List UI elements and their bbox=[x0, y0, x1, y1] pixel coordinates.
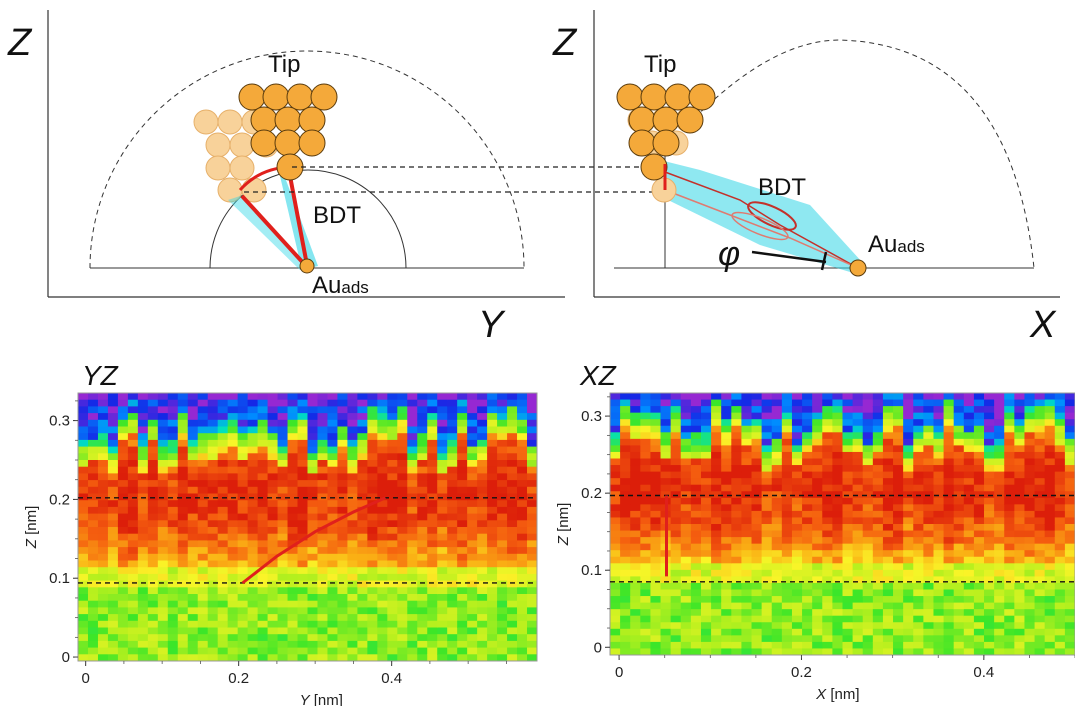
x-axis-label-yz: Y [nm] bbox=[300, 692, 343, 706]
heatmap-yz: 0 0.2 0.4 0 0.1 0.2 0.3 Y [nm] Z [nm] YZ bbox=[23, 360, 538, 706]
y-axis-label-yz: Z [nm] bbox=[23, 506, 40, 550]
red-trajectory-yz bbox=[241, 496, 387, 585]
right-glow bbox=[660, 160, 862, 272]
right-x-axis-label: X bbox=[1029, 304, 1057, 346]
y-tick-label-yz-2: 0.2 bbox=[49, 491, 70, 508]
y-axis-label-xz: Z [nm] bbox=[555, 503, 572, 547]
right-angle-line bbox=[751, 250, 827, 264]
right-tip-label: Tip bbox=[644, 51, 676, 78]
heatmap-cells-yz bbox=[78, 393, 537, 661]
left-small-arc bbox=[209, 169, 407, 269]
right-angle-label: φ bbox=[718, 235, 740, 273]
left-large-dashed-arc bbox=[89, 50, 525, 269]
left-y-axis-label: Y bbox=[478, 304, 506, 346]
left-tip-label: Tip bbox=[268, 51, 300, 78]
left-au-label: Auads bbox=[312, 272, 369, 299]
x-tick-label-xz-0: 0 bbox=[615, 664, 623, 681]
y-tick-label-xz-3: 0.3 bbox=[581, 408, 602, 425]
x-axis-label-xz: X [nm] bbox=[815, 686, 859, 703]
x-tick-label-yz-2: 0.4 bbox=[381, 670, 402, 687]
right-z-axis-label: Z bbox=[552, 22, 578, 64]
right-au-label: Auads bbox=[868, 231, 925, 258]
left-glow-faded bbox=[228, 196, 310, 270]
right-angle-tick bbox=[820, 251, 828, 271]
left-au-atom bbox=[299, 258, 315, 274]
right-dashed-arc bbox=[664, 39, 1035, 269]
right-ring-1 bbox=[747, 201, 797, 231]
right-ring-2 bbox=[731, 211, 789, 241]
heatmap-frame-yz bbox=[77, 392, 538, 662]
left-tip-atoms bbox=[238, 83, 338, 181]
x-tick-label-xz-2: 0.4 bbox=[973, 664, 994, 681]
panel-title-yz: YZ bbox=[82, 360, 119, 391]
y-tick-label-xz-1: 0.1 bbox=[581, 562, 602, 579]
y-tick-label-yz-3: 0.3 bbox=[49, 413, 70, 430]
diagram-right: Z X Tip BDT Auads φ bbox=[552, 10, 1060, 346]
left-bond bbox=[288, 175, 309, 266]
y-tick-label-yz-0: 0 bbox=[62, 649, 70, 666]
left-bond-faded bbox=[240, 194, 308, 268]
y-tick-label-xz-2: 0.2 bbox=[581, 485, 602, 502]
heatmap-frame-xz bbox=[609, 392, 1075, 656]
left-bdt-label: BDT bbox=[313, 202, 361, 229]
y-tick-label-yz-1: 0.1 bbox=[49, 570, 70, 587]
left-z-axis-label: Z bbox=[7, 22, 33, 64]
x-tick-label-xz-1: 0.2 bbox=[791, 664, 812, 681]
heatmap-xz: 0 0.2 0.4 0 0.1 0.2 0.3 X [nm] Z [nm] XZ bbox=[555, 360, 1075, 703]
panel-title-xz: XZ bbox=[579, 360, 617, 391]
diagram-left: Z Y Tip BDT Auads bbox=[7, 10, 565, 346]
x-tick-label-yz-1: 0.2 bbox=[228, 670, 249, 687]
y-tick-label-xz-0: 0 bbox=[594, 639, 602, 656]
right-bdt-label: BDT bbox=[758, 174, 806, 201]
right-tip-atoms bbox=[616, 83, 716, 181]
x-tick-label-yz-0: 0 bbox=[81, 670, 89, 687]
right-au-atom bbox=[849, 259, 867, 277]
right-bond-1 bbox=[664, 171, 859, 269]
right-bond-2 bbox=[664, 189, 859, 269]
heatmap-cells-xz bbox=[610, 393, 1075, 655]
